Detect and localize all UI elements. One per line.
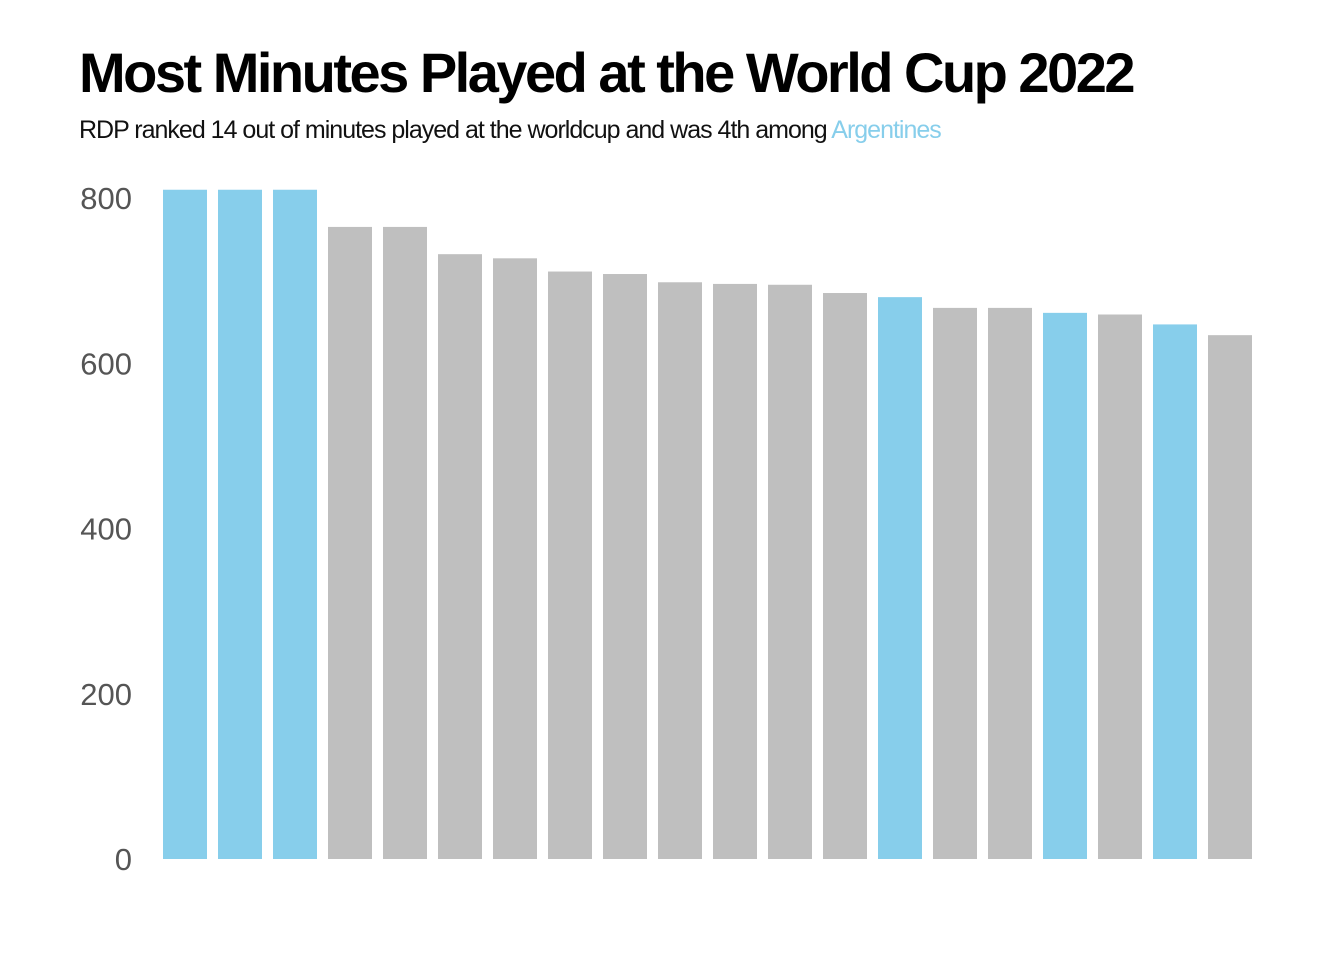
bar — [1208, 335, 1252, 860]
bar — [603, 274, 647, 859]
bar — [548, 271, 592, 859]
bar — [438, 254, 482, 859]
bars — [163, 189, 1252, 860]
chart-subtitle: RDP ranked 14 out of minutes played at t… — [79, 116, 942, 145]
chart-title: Most Minutes Played at the World Cup 202… — [79, 41, 1136, 104]
bar — [823, 293, 867, 859]
bar — [493, 258, 537, 859]
subtitle-highlight: Argentines — [831, 116, 942, 144]
y-tick-label: 400 — [80, 512, 132, 547]
bar — [328, 226, 372, 859]
bar — [933, 307, 977, 859]
bar — [713, 283, 757, 859]
bar — [383, 226, 427, 859]
y-tick-label: 600 — [80, 346, 132, 381]
y-axis-ticks: 0 200 400 600 800 — [80, 181, 132, 877]
bar — [1153, 324, 1197, 859]
bar — [1043, 312, 1087, 859]
y-tick-label: 200 — [80, 677, 132, 712]
bar — [658, 282, 702, 860]
bar — [163, 189, 207, 860]
y-tick-label: 0 — [115, 842, 132, 877]
bar — [878, 297, 922, 859]
bar — [988, 307, 1032, 859]
y-tick-label: 800 — [80, 181, 132, 216]
bar — [218, 189, 262, 860]
bar — [768, 284, 812, 860]
bar — [273, 189, 317, 860]
bar — [1098, 314, 1142, 860]
subtitle-text: RDP ranked 14 out of minutes played at t… — [79, 116, 832, 144]
